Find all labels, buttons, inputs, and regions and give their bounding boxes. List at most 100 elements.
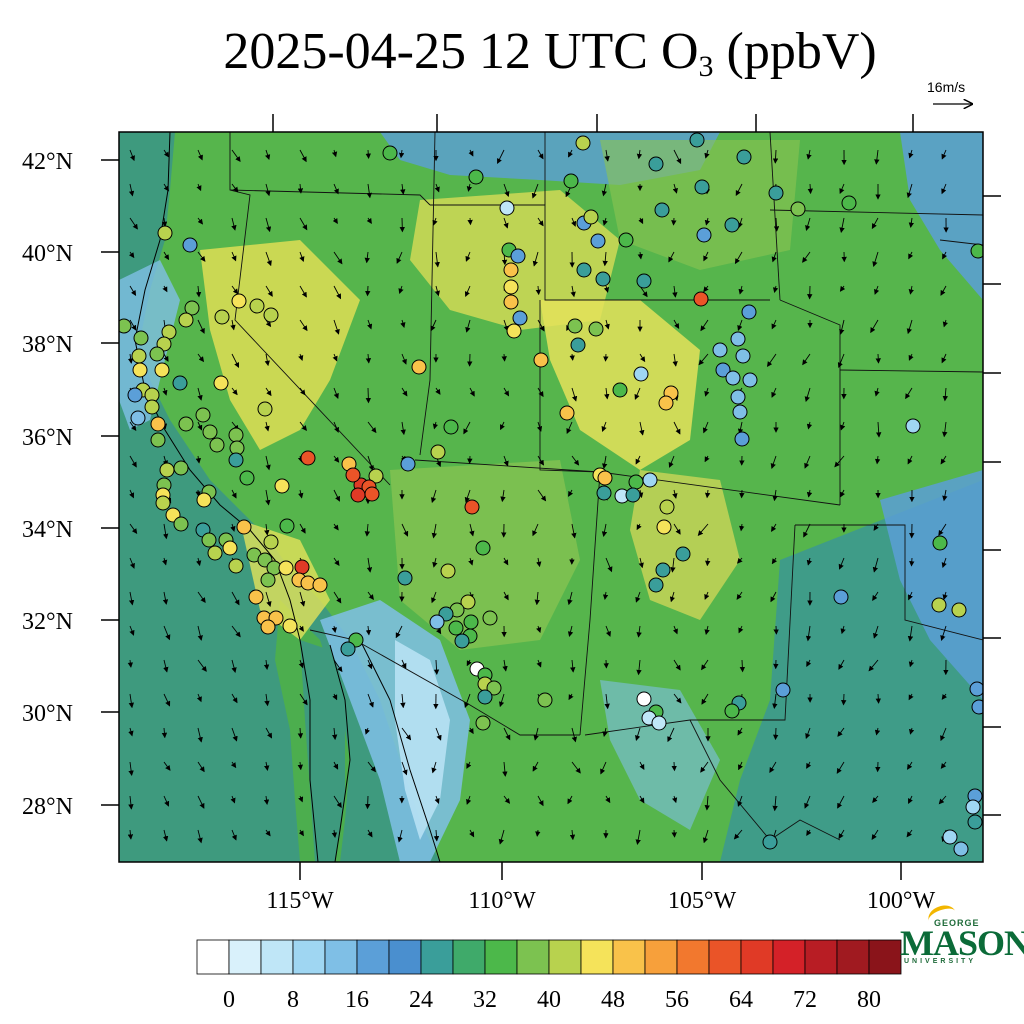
wind-arrow [604,319,610,330]
wind-arrow [163,659,169,673]
station-marker [658,395,674,411]
wind-arrow [231,285,239,295]
wind-arrow [636,659,642,676]
wind-arrow [771,523,777,532]
wind-arrow [702,421,709,434]
wind-arrow [498,693,505,708]
wind-arrow [265,217,272,233]
wind-arrow [771,557,778,565]
wind-arrow [466,659,472,667]
wind-arrow [367,761,376,773]
wind-arrow [365,353,372,364]
wind-arrow [635,455,641,465]
wind-arrow [605,795,611,804]
wind-arrow [367,319,373,330]
lat-label-38: 38°N [22,332,73,358]
wind-arrow [737,319,743,331]
wind-arrow [770,455,777,469]
wind-arrow [333,523,339,531]
wind-arrow [941,183,947,195]
wind-arrow [299,421,307,432]
wind-arrow [435,387,441,395]
wind-arrow [838,557,845,570]
wind-arrow [197,625,203,641]
wind-arrow [497,149,505,165]
wind-arrow [537,489,547,502]
wind-arrow [701,659,709,671]
wind-arrow [700,761,709,773]
wind-arrow [162,829,169,842]
station-marker [249,298,265,314]
wind-arrow [163,183,170,192]
wind-arrow [367,693,374,708]
station-marker [150,432,166,448]
wind-arrow [771,319,777,330]
wind-arrow [702,829,709,844]
wind-arrow [569,353,575,361]
wind-arrow [536,625,542,633]
wind-arrow [804,795,811,809]
wind-arrow [734,251,743,265]
station-marker [468,169,484,185]
wind-arrow [298,625,304,632]
wind-arrow [196,557,202,567]
wind-arrow [839,319,845,335]
station-marker [612,382,628,398]
wind-arrow [807,183,814,195]
wind-arrow [128,183,135,197]
wind-arrow [703,251,709,262]
station-marker [184,300,200,316]
station-marker [400,456,416,472]
wind-arrow [163,353,169,362]
wind-arrow [602,217,608,226]
wind-arrow [567,591,573,606]
wind-arrow [397,829,403,843]
wind-arrow [537,319,545,332]
wind-arrow [195,285,202,298]
wind-arrow [503,183,510,197]
wind-arrow [401,387,408,397]
station-marker [967,814,983,830]
wind-arrow [635,829,641,845]
wind-arrow [537,455,544,466]
wind-arrow [297,183,304,194]
station-marker [300,450,316,466]
wind-arrow [532,251,539,267]
station-marker [214,309,230,325]
wind-arrow [940,761,947,769]
wind-arrow [503,217,509,229]
wind-arrow [364,795,371,810]
wind-arrow [500,421,505,431]
wind-arrow [366,557,373,573]
wind-arrow [600,761,607,775]
wind-arrow [908,353,914,361]
station-marker [239,470,255,486]
wind-arrow [802,251,811,263]
wind-arrow [672,625,678,635]
colorbar-label-64: 64 [729,987,753,1013]
wind-arrow [568,149,573,158]
station-marker [583,209,599,225]
wind-arrow [231,659,237,673]
colorbar-swatch [612,939,646,975]
wind-arrow [804,455,811,469]
wind-arrow [127,659,134,668]
station-marker [512,310,528,326]
wind-arrow [230,795,236,804]
station-marker [970,243,983,259]
wind-arrow [537,217,544,227]
wind-arrow [129,455,137,468]
wind-arrow [669,591,676,603]
wind-arrow [942,591,948,601]
wind-arrow [704,387,710,397]
wind-arrow [197,149,203,161]
gmu-logo: GEORGE MASON UNIVERSITY [898,900,1024,970]
wind-arrow [364,523,371,537]
wind-arrow [299,591,306,607]
wind-arrow [841,693,847,706]
northeast-blue [900,132,983,300]
station-marker [931,597,947,613]
station-marker [248,589,264,605]
wind-arrow [365,285,371,297]
station-marker [236,519,252,535]
